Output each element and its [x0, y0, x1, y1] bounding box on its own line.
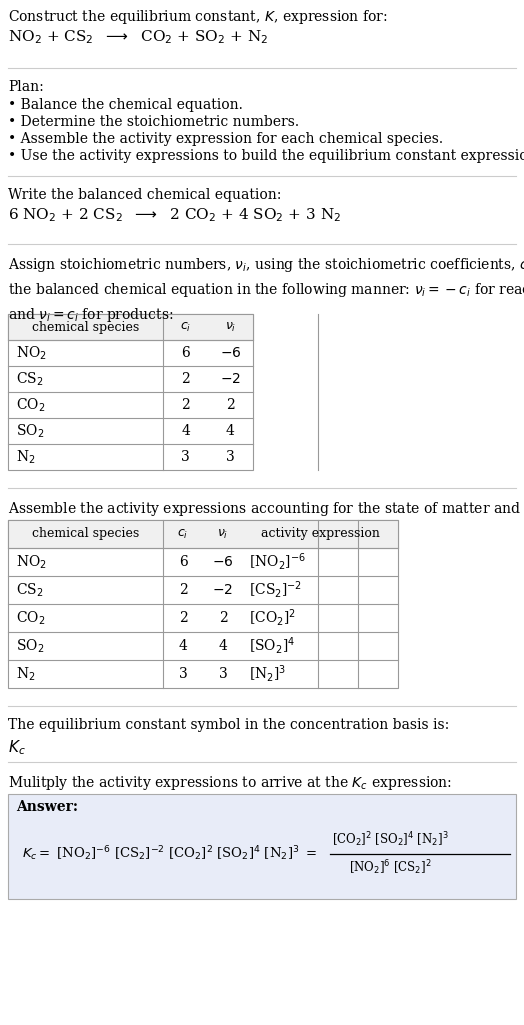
Text: 2: 2	[179, 583, 188, 597]
Text: $-6$: $-6$	[220, 346, 241, 360]
Text: $K_c = $ [NO$_2$]$^{-6}$ [CS$_2$]$^{-2}$ [CO$_2$]$^{2}$ [SO$_2$]$^{4}$ [N$_2$]$^: $K_c = $ [NO$_2$]$^{-6}$ [CS$_2$]$^{-2}$…	[22, 845, 317, 863]
Text: • Assemble the activity expression for each chemical species.: • Assemble the activity expression for e…	[8, 132, 443, 146]
Text: CS$_2$: CS$_2$	[16, 370, 43, 387]
Text: [SO$_2$]$^{4}$: [SO$_2$]$^{4}$	[249, 636, 295, 656]
Text: 2: 2	[226, 398, 235, 412]
Text: $-6$: $-6$	[212, 555, 234, 569]
Text: $\nu_i$: $\nu_i$	[225, 321, 236, 333]
Text: 6: 6	[181, 346, 190, 360]
Text: 4: 4	[226, 424, 235, 438]
Text: CS$_2$: CS$_2$	[16, 581, 43, 599]
Text: [CO$_2$]$^{2}$: [CO$_2$]$^{2}$	[249, 608, 296, 628]
Bar	[8, 520, 398, 688]
Text: $c_i$: $c_i$	[180, 321, 191, 333]
Text: N$_2$: N$_2$	[16, 448, 36, 465]
Text: 3: 3	[219, 667, 227, 681]
Text: 4: 4	[181, 424, 190, 438]
Text: NO$_2$: NO$_2$	[16, 344, 47, 362]
Text: Construct the equilibrium constant, $K$, expression for:: Construct the equilibrium constant, $K$,…	[8, 8, 388, 26]
Text: SO$_2$: SO$_2$	[16, 422, 44, 440]
Text: 3: 3	[226, 450, 235, 464]
Text: • Use the activity expressions to build the equilibrium constant expression.: • Use the activity expressions to build …	[8, 149, 524, 163]
Bar	[8, 314, 253, 340]
Text: Mulitply the activity expressions to arrive at the $K_c$ expression:: Mulitply the activity expressions to arr…	[8, 774, 452, 792]
Text: NO$_2$ + CS$_2$  $\longrightarrow$  CO$_2$ + SO$_2$ + N$_2$: NO$_2$ + CS$_2$ $\longrightarrow$ CO$_2$…	[8, 28, 268, 46]
Text: 6: 6	[179, 555, 188, 569]
Text: 3: 3	[179, 667, 188, 681]
Text: 2: 2	[181, 372, 190, 386]
Bar	[8, 314, 253, 470]
Text: $c_i$: $c_i$	[177, 528, 189, 540]
Text: 2: 2	[219, 611, 227, 625]
Bar	[8, 794, 516, 899]
Text: CO$_2$: CO$_2$	[16, 397, 46, 414]
Text: $\nu_i$: $\nu_i$	[217, 528, 228, 540]
Text: Answer:: Answer:	[16, 800, 78, 814]
Text: Assign stoichiometric numbers, $\nu_i$, using the stoichiometric coefficients, $: Assign stoichiometric numbers, $\nu_i$, …	[8, 256, 524, 324]
Text: • Determine the stoichiometric numbers.: • Determine the stoichiometric numbers.	[8, 115, 299, 129]
Text: [CS$_2$]$^{-2}$: [CS$_2$]$^{-2}$	[249, 579, 302, 601]
Text: [NO$_2$]$^{-6}$: [NO$_2$]$^{-6}$	[249, 551, 306, 573]
Text: 3: 3	[181, 450, 190, 464]
Text: chemical species: chemical species	[32, 528, 139, 540]
Text: Write the balanced chemical equation:: Write the balanced chemical equation:	[8, 188, 281, 202]
Text: $-2$: $-2$	[213, 583, 234, 597]
Text: Plan:: Plan:	[8, 80, 43, 94]
Text: chemical species: chemical species	[32, 321, 139, 333]
Bar	[8, 520, 398, 548]
Text: CO$_2$: CO$_2$	[16, 609, 46, 626]
Text: • Balance the chemical equation.: • Balance the chemical equation.	[8, 98, 243, 112]
Text: $-2$: $-2$	[220, 372, 241, 386]
Text: 6 NO$_2$ + 2 CS$_2$  $\longrightarrow$  2 CO$_2$ + 4 SO$_2$ + 3 N$_2$: 6 NO$_2$ + 2 CS$_2$ $\longrightarrow$ 2 …	[8, 206, 341, 223]
Text: activity expression: activity expression	[261, 528, 380, 540]
Text: N$_2$: N$_2$	[16, 665, 36, 683]
Text: Assemble the activity expressions accounting for the state of matter and $\nu_i$: Assemble the activity expressions accoun…	[8, 500, 524, 518]
Text: $K_c$: $K_c$	[8, 738, 26, 756]
Text: [CO$_2$]$^{2}$ [SO$_2$]$^{4}$ [N$_2$]$^{3}$: [CO$_2$]$^{2}$ [SO$_2$]$^{4}$ [N$_2$]$^{…	[332, 830, 449, 850]
Text: [N$_2$]$^{3}$: [N$_2$]$^{3}$	[249, 663, 286, 685]
Text: 4: 4	[179, 639, 188, 653]
Text: [NO$_2$]$^{6}$ [CS$_2$]$^{2}$: [NO$_2$]$^{6}$ [CS$_2$]$^{2}$	[348, 859, 431, 877]
Text: 2: 2	[179, 611, 188, 625]
Text: NO$_2$: NO$_2$	[16, 554, 47, 571]
Text: SO$_2$: SO$_2$	[16, 638, 44, 655]
Text: 2: 2	[181, 398, 190, 412]
Text: The equilibrium constant symbol in the concentration basis is:: The equilibrium constant symbol in the c…	[8, 718, 449, 732]
Text: 4: 4	[219, 639, 227, 653]
